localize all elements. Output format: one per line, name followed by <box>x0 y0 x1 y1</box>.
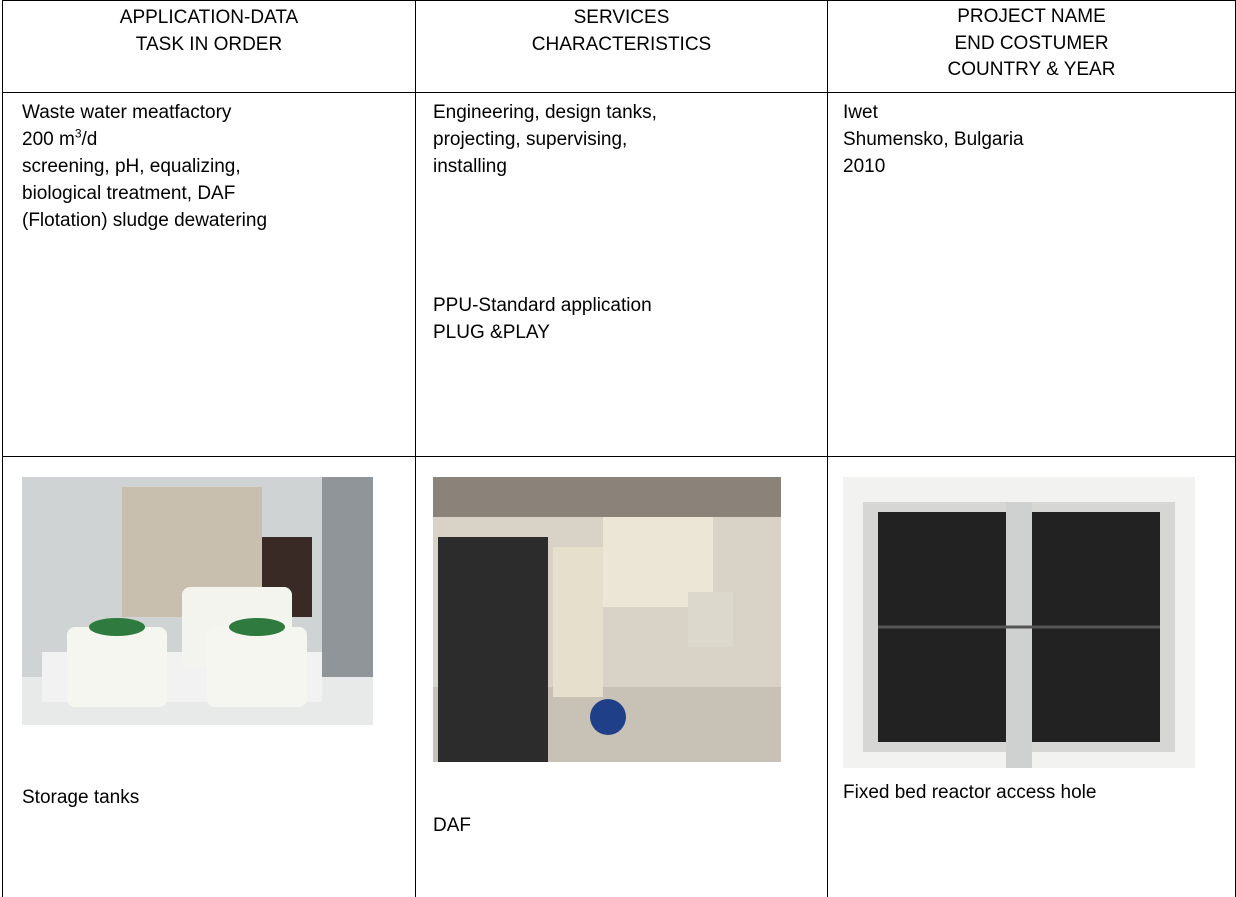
border <box>2 0 3 897</box>
text: PLUG &PLAY <box>433 322 550 343</box>
text: COUNTRY & YEAR <box>947 59 1116 80</box>
text: installing <box>433 156 507 177</box>
text: CHARACTERISTICS <box>531 34 712 55</box>
photo <box>433 477 781 762</box>
text: TASK IN ORDER <box>135 34 283 55</box>
header-cell: SERVICES CHARACTERISTICS <box>416 4 827 58</box>
text: END COSTUMER <box>954 32 1109 54</box>
header-cell: APPLICATION-DATA TASK IN ORDER <box>3 4 415 58</box>
text: screening, pH, equalizing, <box>22 156 241 177</box>
text: Shumensko, Bulgaria <box>843 129 1024 150</box>
text: 200 m <box>22 129 75 150</box>
caption: DAF <box>433 815 471 836</box>
border <box>2 0 1236 1</box>
text: PPU-Standard application <box>433 295 652 316</box>
text: APPLICATION-DATA <box>119 7 299 28</box>
text: Engineering, design tanks, <box>433 102 657 123</box>
cell: Waste water meatfactory 200 m3/d screeni… <box>22 99 267 234</box>
text: projecting, supervising, <box>433 129 628 150</box>
photo <box>843 477 1195 768</box>
cell: Engineering, design tanks, projecting, s… <box>433 99 657 180</box>
photo <box>22 477 373 725</box>
border <box>827 0 828 897</box>
cell: Iwet Shumensko, Bulgaria 2010 <box>843 99 1024 180</box>
superscript: 3 <box>74 126 82 141</box>
text: SERVICES <box>573 7 670 28</box>
header-cell: PROJECT NAME END COSTUMER COUNTRY & YEAR <box>828 4 1235 84</box>
text: /d <box>81 129 98 150</box>
border <box>2 92 1236 93</box>
text: Waste water meatfactory <box>22 102 232 123</box>
caption: Fixed bed reactor access hole <box>843 782 1097 803</box>
text: 2010 <box>843 156 886 177</box>
border <box>2 456 1236 457</box>
text: (Flotation) sludge dewatering <box>22 210 268 231</box>
text: Iwet <box>843 102 878 123</box>
text: 200 m3/d <box>22 126 267 153</box>
border <box>415 0 416 897</box>
text: PROJECT NAME <box>957 6 1106 27</box>
cell: PPU-Standard application PLUG &PLAY <box>433 292 652 346</box>
text: biological treatment, DAF <box>22 183 236 204</box>
caption: Storage tanks <box>22 787 140 808</box>
